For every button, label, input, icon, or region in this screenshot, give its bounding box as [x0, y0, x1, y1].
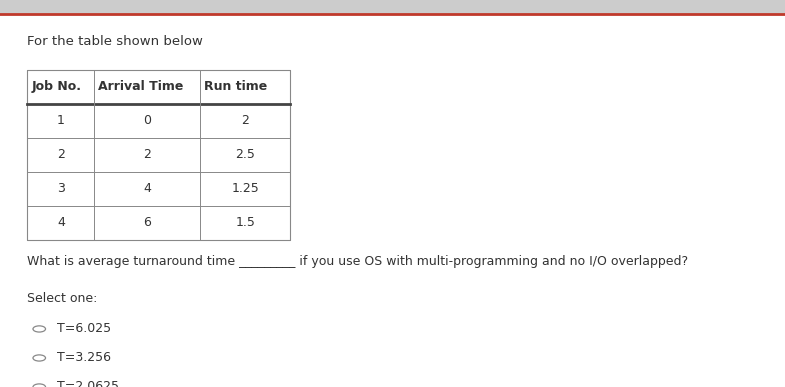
Text: 2: 2 [241, 114, 250, 127]
Text: 4: 4 [143, 182, 152, 195]
Text: Job No.: Job No. [31, 80, 82, 93]
Text: 4: 4 [57, 216, 65, 229]
Text: T=2.0625: T=2.0625 [57, 380, 119, 387]
Text: 2: 2 [57, 148, 65, 161]
Text: T=6.025: T=6.025 [57, 322, 111, 336]
Text: For the table shown below: For the table shown below [27, 35, 203, 48]
Text: 1.5: 1.5 [236, 216, 255, 229]
Text: What is average turnaround time _________ if you use OS with multi-programming a: What is average turnaround time ________… [27, 255, 688, 269]
Text: 3: 3 [57, 182, 65, 195]
Text: T=3.256: T=3.256 [57, 351, 111, 365]
Text: 2.5: 2.5 [236, 148, 255, 161]
Text: Select one:: Select one: [27, 292, 98, 305]
Text: 6: 6 [143, 216, 152, 229]
Text: 2: 2 [143, 148, 152, 161]
Text: 1: 1 [57, 114, 65, 127]
Text: 0: 0 [143, 114, 152, 127]
Text: Run time: Run time [204, 80, 268, 93]
Text: 1.25: 1.25 [232, 182, 259, 195]
Text: Arrival Time: Arrival Time [98, 80, 184, 93]
